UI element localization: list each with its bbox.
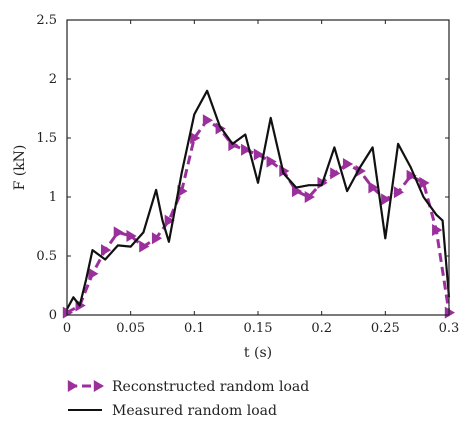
data-point-reconstructed: [292, 185, 303, 198]
legend-label-reconstructed: Reconstructed random load: [112, 379, 309, 395]
x-tick-label: 0.25: [371, 321, 400, 336]
x-tick-label: 0.05: [116, 321, 145, 336]
data-point-reconstructed: [266, 155, 277, 168]
data-point-reconstructed: [330, 167, 341, 180]
x-tick-label: 0.2: [311, 321, 332, 336]
y-axis-label: F (kN): [12, 145, 28, 191]
data-point-reconstructed: [304, 191, 315, 203]
legend-item-reconstructed: Reconstructed random load: [67, 379, 309, 395]
data-point-reconstructed: [164, 214, 175, 227]
legend-marker-reconstructed: [67, 380, 78, 392]
data-point-reconstructed: [342, 157, 354, 170]
series-line-reconstructed: [66, 118, 451, 314]
data-point-reconstructed: [151, 232, 163, 245]
data-point-reconstructed: [139, 240, 150, 253]
data-point-reconstructed: [88, 267, 99, 280]
data-point-reconstructed: [355, 165, 366, 178]
legend: Reconstructed random load Measured rando…: [67, 379, 309, 419]
y-tick-label: 0.5: [36, 249, 57, 264]
data-point-reconstructed: [190, 132, 201, 144]
data-point-reconstructed: [381, 193, 392, 206]
legend-marker-reconstructed: [93, 380, 104, 392]
axes: 0 0.05 0.1 0.15 0.2 0.25 0.3 0 0.5 1 1.5 2 2.5: [36, 13, 459, 336]
x-axis-label: t (s): [244, 345, 272, 361]
data-point-reconstructed: [253, 148, 264, 161]
x-tick-label: 0.15: [244, 321, 273, 336]
data-point-reconstructed: [393, 186, 405, 199]
data-point-reconstructed: [419, 176, 430, 189]
y-tick-label: 1.5: [36, 131, 57, 146]
data-point-reconstructed: [113, 226, 124, 239]
data-point-reconstructed: [101, 244, 112, 257]
data-point-reconstructed: [406, 169, 417, 182]
x-tick-label: 0.1: [184, 321, 205, 336]
x-tick-label: 0: [63, 321, 71, 336]
data-point-reconstructed: [444, 306, 455, 319]
data-point-reconstructed: [202, 114, 214, 127]
data-point-reconstructed: [368, 181, 379, 194]
plot-frame: [66, 19, 450, 316]
series-line-measured: [66, 89, 451, 310]
y-tick-label: 2.5: [36, 13, 57, 28]
x-tick-label: 0.3: [439, 321, 460, 336]
plot-area: [62, 89, 455, 319]
legend-item-measured: Measured random load: [68, 403, 277, 419]
y-tick-label: 0: [49, 308, 57, 323]
data-point-reconstructed: [126, 229, 137, 242]
data-point-reconstructed: [62, 306, 73, 319]
y-tick-label: 1: [49, 190, 57, 205]
data-point-reconstructed: [241, 143, 252, 156]
legend-label-measured: Measured random load: [112, 403, 277, 419]
data-point-reconstructed: [432, 224, 443, 237]
y-tick-label: 2: [49, 72, 57, 87]
